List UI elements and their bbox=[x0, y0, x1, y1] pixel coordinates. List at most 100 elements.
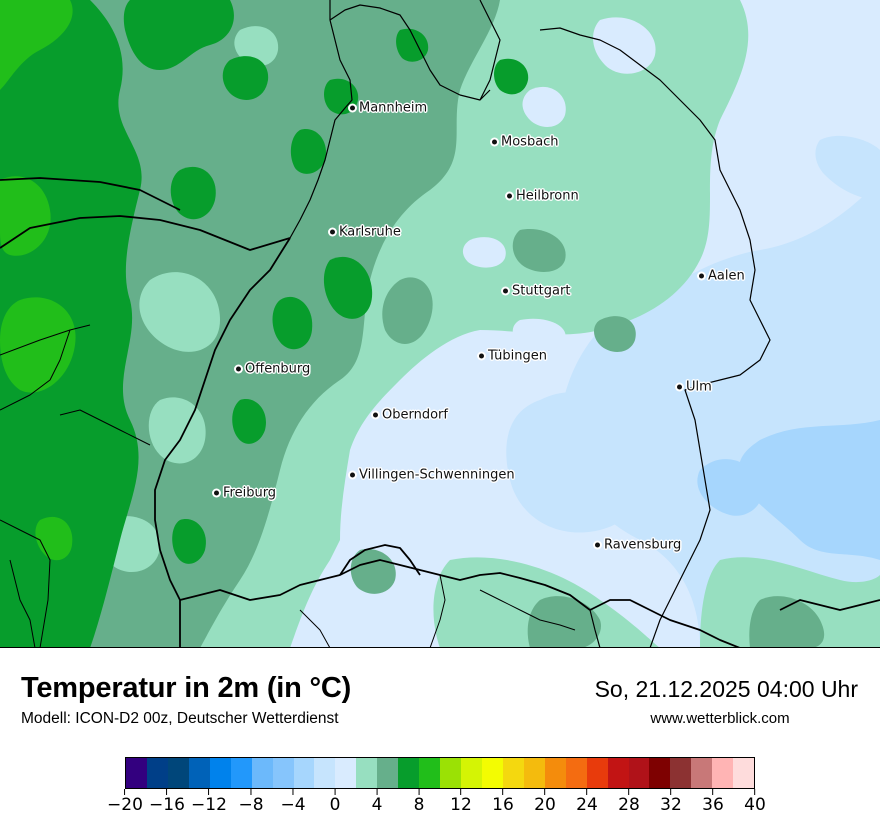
colorbar-tick: 12 bbox=[450, 789, 472, 815]
city-label: Heilbronn bbox=[516, 188, 579, 204]
valid-datetime: So, 21.12.2025 04:00 Uhr bbox=[594, 676, 858, 702]
city-marker-icon bbox=[492, 139, 497, 145]
city-marker-icon bbox=[503, 288, 508, 294]
colorbar-segment bbox=[691, 758, 713, 788]
colorbar-segment bbox=[502, 758, 524, 788]
tick-mark bbox=[418, 789, 420, 795]
tick-mark bbox=[502, 789, 504, 795]
tick-mark bbox=[544, 789, 546, 795]
tick-label: 24 bbox=[576, 795, 598, 815]
tick-mark bbox=[376, 789, 378, 795]
city-label: Ravensburg bbox=[604, 537, 682, 553]
tick-label: 4 bbox=[371, 795, 383, 815]
colorbar-segment bbox=[670, 758, 692, 788]
city-offenburg: Offenburg bbox=[236, 362, 310, 377]
colorbar-segment bbox=[607, 758, 629, 788]
tick-label: 20 bbox=[534, 795, 556, 815]
tick-label: −8 bbox=[238, 795, 264, 815]
colorbar-segment bbox=[733, 758, 755, 788]
colorbar-segment bbox=[544, 758, 566, 788]
tick-mark bbox=[460, 789, 462, 795]
tick-label: 32 bbox=[660, 795, 682, 815]
colorbar-tick: 0 bbox=[329, 789, 341, 815]
city-marker-icon bbox=[677, 384, 682, 390]
tick-label: 36 bbox=[702, 795, 724, 815]
tick-mark bbox=[670, 789, 672, 795]
city-label: Mannheim bbox=[359, 100, 428, 116]
tick-mark bbox=[586, 789, 588, 795]
map-title: Temperatur in 2m (in °C) bbox=[21, 672, 352, 704]
city-ulm: Ulm bbox=[677, 380, 712, 395]
tick-label: 12 bbox=[450, 795, 472, 815]
tick-mark bbox=[292, 789, 294, 795]
tick-label: 28 bbox=[618, 795, 640, 815]
city-villingen-schwenningen: Villingen-Schwenningen bbox=[350, 468, 515, 483]
city-marker-icon bbox=[214, 490, 219, 496]
colorbar-segment bbox=[628, 758, 650, 788]
colorbar-segment bbox=[251, 758, 273, 788]
tick-mark bbox=[712, 789, 714, 795]
colorbar-tick: −4 bbox=[280, 789, 306, 815]
colorbar-tick: 4 bbox=[371, 789, 383, 815]
colorbar-segment bbox=[419, 758, 441, 788]
city-label: Ulm bbox=[686, 379, 712, 395]
colorbar-ticks: −20 −16 −12 −8 −4 0 4 8 12 16 20 24 28 32 36 40 bbox=[107, 789, 766, 829]
city-marker-icon bbox=[479, 353, 484, 359]
colorbar-segment bbox=[167, 758, 189, 788]
colorbar-segment bbox=[712, 758, 734, 788]
city-heilbronn: Heilbronn bbox=[507, 189, 579, 204]
colorbar-segment bbox=[377, 758, 399, 788]
city-label: Freiburg bbox=[223, 485, 277, 501]
colorbar-tick: 20 bbox=[534, 789, 556, 815]
colorbar-tick: −8 bbox=[238, 789, 264, 815]
colorbar-tick: −16 bbox=[149, 789, 185, 815]
colorbar-segment bbox=[586, 758, 608, 788]
colorbar-tick: 32 bbox=[660, 789, 682, 815]
colorbar-segment bbox=[230, 758, 252, 788]
tick-mark bbox=[250, 789, 252, 795]
tick-label: 0 bbox=[329, 795, 341, 815]
borders bbox=[0, 0, 880, 647]
colorbar-tick: 28 bbox=[618, 789, 640, 815]
city-freiburg: Freiburg bbox=[214, 486, 276, 501]
city-label: Oberndorf bbox=[382, 407, 448, 423]
temperature-map: Mannheim Mosbach Heilbronn Karlsruhe Aal… bbox=[0, 0, 880, 648]
model-source: Modell: ICON-D2 00z, Deutscher Wetterdie… bbox=[21, 710, 339, 727]
city-tuebingen: Tübingen bbox=[479, 349, 547, 364]
colorbar-segment bbox=[481, 758, 503, 788]
tick-mark bbox=[124, 789, 126, 795]
colorbar-tick: 24 bbox=[576, 789, 598, 815]
colorbar-tick: 40 bbox=[744, 789, 766, 815]
city-oberndorf: Oberndorf bbox=[373, 408, 448, 423]
tick-label: −20 bbox=[107, 795, 143, 815]
city-label: Aalen bbox=[708, 268, 745, 284]
colorbar-segment bbox=[272, 758, 294, 788]
tick-label: −12 bbox=[191, 795, 227, 815]
city-marker-icon bbox=[699, 273, 704, 279]
colorbar-tick: 36 bbox=[702, 789, 724, 815]
colorbar-segment bbox=[209, 758, 231, 788]
city-marker-icon bbox=[595, 542, 600, 548]
city-mannheim: Mannheim bbox=[350, 101, 427, 116]
tick-label: 16 bbox=[492, 795, 514, 815]
colorbar-segment bbox=[335, 758, 357, 788]
city-stuttgart: Stuttgart bbox=[503, 284, 570, 299]
colorbar-segment bbox=[188, 758, 210, 788]
city-marker-icon bbox=[330, 229, 335, 235]
city-mosbach: Mosbach bbox=[492, 135, 559, 150]
tick-mark bbox=[754, 789, 756, 795]
city-label: Mosbach bbox=[501, 134, 559, 150]
colorbar-tick: −20 bbox=[107, 789, 143, 815]
city-marker-icon bbox=[507, 193, 512, 199]
city-marker-icon bbox=[373, 412, 378, 418]
city-marker-icon bbox=[350, 472, 355, 478]
tick-mark bbox=[166, 789, 168, 795]
colorbar-tick: 16 bbox=[492, 789, 514, 815]
city-marker-icon bbox=[350, 105, 355, 111]
colorbar-segment bbox=[461, 758, 482, 788]
tick-mark bbox=[628, 789, 630, 795]
tick-label: −16 bbox=[149, 795, 185, 815]
tick-mark bbox=[334, 789, 336, 795]
tick-label: 40 bbox=[744, 795, 766, 815]
colorbar-segment bbox=[293, 758, 315, 788]
